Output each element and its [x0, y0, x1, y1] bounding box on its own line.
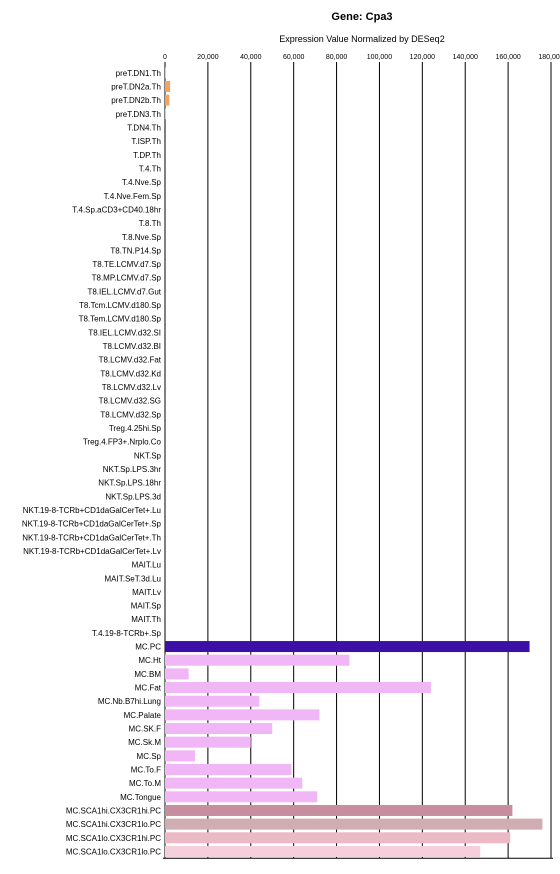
x-tick-label: 180,000 — [538, 54, 560, 61]
bar — [165, 832, 511, 844]
category-label: preT.DN2b.Th — [111, 96, 161, 105]
category-label: NKT.Sp.LPS.18hr — [98, 479, 161, 488]
category-label: MAIT.Sp — [131, 602, 162, 611]
bar — [165, 80, 171, 92]
category-label: MC.SK.F — [129, 725, 162, 734]
x-axis-ticks: 0 20,000 40,000 60,000 80,000 100,000 120,000 1… — [163, 54, 560, 61]
x-tick-label: 120,000 — [410, 54, 435, 61]
category-label: T8.MP.LCMV.d7.Sp — [92, 274, 162, 283]
bar — [165, 845, 481, 857]
category-label: T8.TE.LCMV.d7.Sp — [92, 260, 161, 269]
bar — [165, 709, 320, 721]
category-label: T8.Tem.LCMV.d180.Sp — [79, 315, 162, 324]
bar — [165, 777, 303, 789]
category-label: MC.To.M — [129, 779, 161, 788]
category-label: preT.DN1.Th — [116, 69, 161, 78]
category-label: Treg.4.FP3+.Nrplo.Co — [83, 438, 162, 447]
category-label: preT.DN3.Th — [116, 110, 161, 119]
bar — [165, 818, 543, 830]
category-label: NKT.Sp.LPS.3hr — [103, 465, 162, 474]
x-tick-label: 0 — [163, 54, 167, 61]
category-label: T.4.19-8-TCRb+.Sp — [92, 629, 162, 638]
bar — [165, 641, 530, 653]
x-tick-label: 160,000 — [495, 54, 520, 61]
bar — [165, 791, 318, 803]
category-label: preT.DN2a.Th — [111, 82, 161, 91]
category-label: T.DN4.Th — [127, 123, 161, 132]
category-label: T8.IEL.LCMV.d7.Gut — [87, 287, 161, 296]
category-label: T.4.Th — [139, 164, 161, 173]
bar — [165, 736, 251, 748]
category-label: MC.Sp — [137, 752, 162, 761]
category-label: T.4.Sp.aCD3+CD40.18hr — [72, 205, 161, 214]
category-label: MC.Palate — [124, 711, 162, 720]
category-label: NKT.19-8-TCRb+CD1daGalCerTet+.Lu — [23, 506, 161, 515]
chart-title: Gene: Cpa3 — [331, 11, 392, 23]
category-label: T8.TN.P14.Sp — [110, 246, 161, 255]
category-label: NKT.Sp.LPS.3d — [105, 492, 161, 501]
x-tick-label: 80,000 — [326, 54, 348, 61]
x-tick-label: 140,000 — [453, 54, 478, 61]
category-label: MC.Fat — [135, 684, 162, 693]
category-label: T.8.Nve.Sp — [122, 233, 162, 242]
category-label: T.4.Nve.Sp — [122, 178, 162, 187]
gridlines — [164, 62, 552, 859]
category-label: T8.LCMV.d32.Sp — [100, 410, 161, 419]
category-label: T8.IEL.LCMV.d32.SI — [88, 328, 161, 337]
bar — [165, 654, 350, 666]
category-label: MC.Sk.M — [128, 738, 161, 747]
bar — [165, 763, 292, 775]
category-label: T8.LCMV.d32.SG — [99, 397, 161, 406]
category-label: T8.LCMV.d32.Fat — [99, 356, 162, 365]
x-tick-label: 20,000 — [197, 54, 219, 61]
category-label: T.DP.Th — [133, 151, 161, 160]
category-label: NKT.19-8-TCRb+CD1daGalCerTet+.Th — [22, 533, 161, 542]
category-label: T.8.Th — [139, 219, 161, 228]
category-label: MC.SCA1lo.CX3CR1lo.PC — [66, 847, 161, 856]
category-label: NKT.19-8-TCRb+CD1daGalCerTet+.Sp — [22, 520, 162, 529]
bars — [165, 67, 543, 857]
category-label: T8.LCMV.d32.BI — [103, 342, 161, 351]
category-label: T8.Tcm.LCMV.d180.Sp — [79, 301, 162, 310]
category-label: MC.SCA1hi.CX3CR1hi.PC — [66, 806, 161, 815]
category-label: MAIT.Lu — [132, 561, 161, 570]
category-labels: preT.DN1.Th preT.DN2a.Th preT.DN2b.Th preT.… — [22, 69, 162, 857]
bar — [165, 804, 513, 816]
bar — [165, 668, 189, 680]
category-label: T.4.Nve.Fem.Sp — [104, 192, 162, 201]
category-label: NKT.19-8-TCRb+CD1daGalCerTet+.Lv — [23, 547, 161, 556]
bar — [165, 750, 196, 762]
bar — [165, 67, 166, 79]
bar — [165, 723, 273, 735]
category-label: MC.Nb.B7hi.Lung — [98, 697, 161, 706]
bar — [165, 682, 431, 694]
chart-subtitle: Expression Value Normalized by DESeq2 — [279, 34, 444, 44]
x-tick-label: 100,000 — [367, 54, 392, 61]
category-label: MAIT.SeT.3d.Lu — [105, 574, 161, 583]
category-label: MC.PC — [135, 643, 161, 652]
category-label: Treg.4.25hi.Sp — [109, 424, 162, 433]
x-tick-label: 40,000 — [240, 54, 262, 61]
category-label: MC.To.F — [131, 765, 161, 774]
category-label: MAIT.Th — [131, 615, 161, 624]
category-label: MC.Ht — [138, 656, 161, 665]
category-label: MC.SCA1lo.CX3CR1hi.PC — [66, 834, 161, 843]
bar — [165, 94, 170, 106]
category-label: T8.LCMV.d32.Lv — [102, 383, 161, 392]
bar — [165, 108, 166, 120]
category-label: MAIT.Lv — [132, 588, 161, 597]
category-label: T.ISP.Th — [131, 137, 161, 146]
bar — [165, 695, 260, 707]
category-label: T8.LCMV.d32.Kd — [100, 369, 161, 378]
category-label: MC.Tongue — [120, 793, 161, 802]
category-label: NKT.Sp — [134, 451, 162, 460]
category-label: MC.SCA1hi.CX3CR1lo.PC — [66, 820, 161, 829]
x-tick-label: 60,000 — [283, 54, 305, 61]
category-label: MC.BM — [134, 670, 161, 679]
